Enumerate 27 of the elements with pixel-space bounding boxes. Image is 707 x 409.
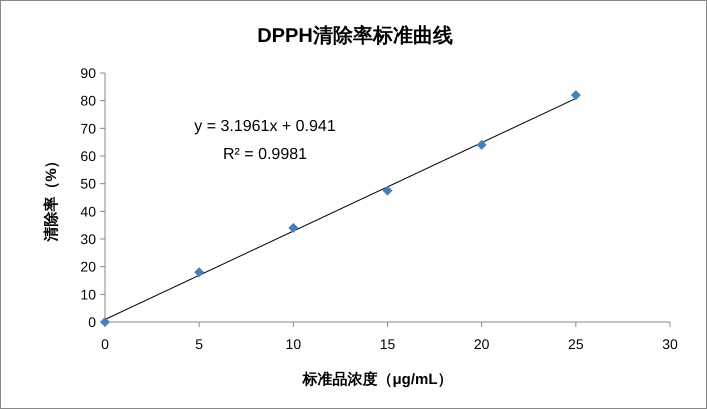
x-tick-label: 30	[662, 336, 678, 352]
y-tick-label: 10	[80, 286, 96, 302]
y-tick-label: 90	[80, 65, 96, 81]
y-tick-label: 70	[80, 120, 96, 136]
point	[382, 186, 392, 196]
y-tick-label: 0	[88, 314, 96, 330]
point	[194, 267, 204, 278]
x-tick-label: 0	[101, 336, 110, 352]
x-tick-label: 25	[568, 336, 584, 352]
point	[288, 222, 298, 233]
x-axis-title: 标准品浓度（μg/mL）	[301, 370, 453, 388]
point	[570, 90, 581, 100]
y-tick-label: 30	[80, 231, 96, 247]
y-tick-label: 40	[80, 203, 96, 220]
y-tick-label: 60	[80, 148, 96, 164]
x-tick-label: 5	[195, 336, 204, 352]
point	[476, 140, 487, 150]
y-tick-label: 20	[80, 258, 96, 275]
y-tick-label: 50	[80, 176, 96, 192]
x-tick-label: 15	[380, 336, 396, 352]
chart-title: DPPH清除率标准曲线	[257, 24, 453, 47]
annotation: y = 3.1961x + 0.941	[194, 118, 336, 135]
x-tick-label: 20	[474, 336, 490, 352]
x-tick-label: 10	[286, 336, 302, 352]
y-axis-title: 清除率（%）	[42, 153, 60, 243]
y-tick-label: 80	[80, 92, 96, 109]
annotation: R² = 0.9981	[222, 146, 308, 163]
